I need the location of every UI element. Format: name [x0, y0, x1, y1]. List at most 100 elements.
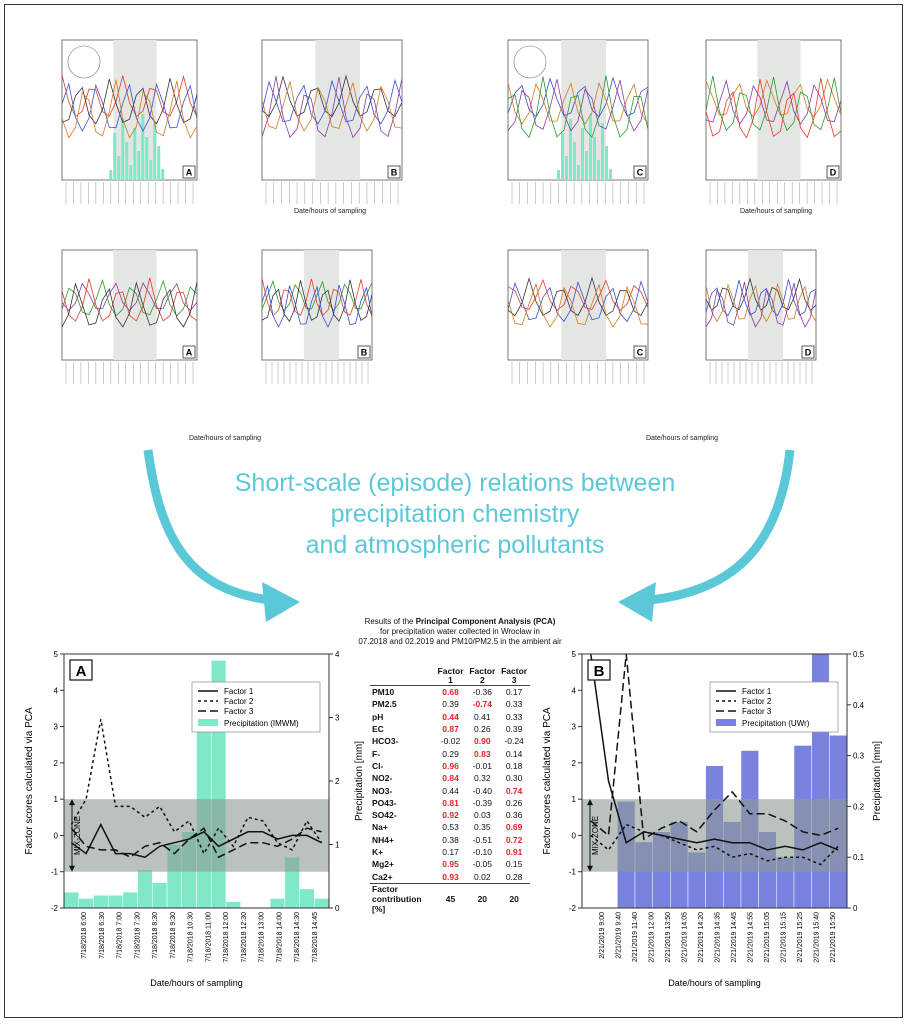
pca-value: 0.32 [474, 773, 491, 784]
mini-series-line [705, 79, 842, 125]
pca-value: 0.74 [505, 785, 523, 796]
x-tick-label: 2/21/2019 9:00 [599, 912, 606, 959]
y2-tick-label: 0.2 [853, 802, 865, 811]
y2-tick-label: 0 [853, 904, 858, 913]
pca-row: pH 0.44 0.41 0.33 [370, 711, 530, 723]
pca-row-label: F- [372, 748, 381, 759]
figure-frame [4, 4, 903, 1018]
y-tick-label: 4 [572, 686, 577, 695]
x-tick-label: 7/18/2018 12:30 [241, 912, 248, 963]
pca-value: 0.53 [442, 822, 459, 833]
mix-zone-arrow-up [69, 799, 75, 806]
pca-row: PO43- 0.81 -0.39 0.26 [370, 797, 530, 809]
pca-row: NH4+ 0.38 -0.51 0.72 [370, 834, 530, 846]
mini-panel-letter: B [361, 348, 368, 358]
mini-bar [157, 146, 161, 180]
pca-header-factor-3: Factor 3 [501, 666, 528, 685]
mini-bar [149, 160, 153, 180]
panel-letter-box [587, 659, 611, 681]
pca-value: 0.93 [442, 871, 459, 882]
x-tick-label: 2/21/2019 15:25 [797, 912, 804, 963]
right-arrow [649, 449, 795, 605]
chart-svg: MIX-ZONE -2 -1 0 1 2 3 4 5 0 1 2 3 4 Factor scores cal… [24, 650, 365, 988]
pca-value: 0.91 [505, 847, 523, 857]
mini-series-line [61, 282, 198, 312]
mini-series-line [61, 281, 198, 328]
pca-table: Factor 1 Factor 2 Factor 3 PM10 0.68 -0.36… [370, 667, 530, 914]
mini-series-line [507, 276, 649, 317]
y-axis-label: Factor scores calculated via PCA [24, 707, 35, 855]
mini-panel-letter: C [637, 348, 644, 358]
mini-panel-letter-box [801, 345, 815, 359]
pca-row: Mg2+ 0.95 -0.05 0.15 [370, 858, 530, 870]
mini-series-line [507, 75, 649, 139]
mini-bar [585, 151, 588, 180]
mini-series-line [705, 281, 817, 328]
left-arrow [143, 449, 271, 605]
legend-entry: Factor 1 [224, 687, 254, 696]
pca-value: 0.26 [474, 724, 491, 735]
mini-series-line [507, 282, 649, 328]
pca-value: 0.15 [505, 859, 523, 870]
pca-row: K+ 0.17 -0.10 0.91 [370, 846, 530, 858]
mini-panel-shade [747, 250, 783, 360]
pca-row: PM2.5 0.39 -0.74 0.33 [370, 698, 530, 710]
mini-bar [137, 151, 141, 180]
headline-line-2: precipitation chemistry [330, 500, 580, 528]
mix-zone-arrow-down [69, 865, 75, 872]
precip-bar [122, 891, 138, 909]
mini-series-line [261, 76, 403, 139]
x-tick-label: 7/18/2018 6:00 [81, 912, 88, 959]
pca-value: 0.44 [442, 711, 459, 722]
mini-series-line [507, 278, 649, 311]
x-tick-label: 2/21/2019 14:20 [698, 912, 705, 963]
precip-bar [269, 898, 286, 909]
pca-row: NO3- 0.44 -0.40 0.74 [370, 784, 530, 796]
x-tick-label: 2/21/2019 14:55 [748, 912, 755, 963]
x-tick-label: 7/18/2018 9:30 [170, 912, 177, 959]
pca-value: -0.02 [440, 736, 461, 747]
mini-series-line [507, 280, 649, 323]
y2-tick-label: 0.5 [853, 650, 865, 659]
legend-entry: Factor 2 [742, 697, 772, 706]
pca-value: 0.36 [505, 810, 523, 821]
pca-value: 0.14 [505, 748, 523, 759]
mini-series-line [61, 277, 198, 322]
pca-row-label: Ca2+ [372, 871, 393, 882]
x-axis-label: Date/hours of sampling [668, 978, 761, 988]
precip-bar [93, 895, 109, 909]
mini-panel-shade [303, 250, 339, 360]
mix-zone-label: MIX-ZONE [73, 816, 82, 855]
mini-series-line [705, 78, 842, 139]
panel-letter: A [76, 663, 87, 680]
pca-row: PM10 0.68 -0.36 0.17 [370, 686, 530, 699]
mini-panel-letter: B [391, 168, 398, 178]
pca-row: Cl- 0.96 -0.01 0.18 [370, 760, 530, 772]
left-arrow-head [262, 582, 300, 622]
mini-bar [129, 165, 133, 180]
mini-series-line [261, 74, 403, 118]
pca-row: Ca2+ 0.93 0.02 0.28 [370, 870, 530, 884]
x-tick-label: 7/18/2018 14:00 [276, 912, 283, 963]
series-line [590, 823, 839, 866]
pca-row-label: PM2.5 [372, 699, 397, 710]
series-line [590, 653, 839, 841]
mini-bar [569, 119, 572, 180]
mini-bar [125, 142, 129, 180]
pca-value: 0.96 [442, 760, 459, 771]
x-tick-label: 7/18/2018 12:00 [223, 912, 230, 963]
pca-value: 0.30 [505, 773, 523, 784]
pca-value: 0.90 [474, 736, 491, 747]
mini-x-caption-4: Date/hours of sampling [646, 435, 718, 442]
panel-letter-box [69, 659, 93, 681]
pca-value: 0.84 [442, 773, 459, 784]
mini-panel-letter: A [186, 168, 193, 178]
x-tick-label: 7/18/2018 7:00 [117, 912, 124, 959]
headline-line-3: and atmospheric pollutants [305, 531, 605, 559]
mini-series-line [61, 74, 198, 118]
y2-axis-label: Precipitation [mm] [354, 741, 365, 821]
mini-x-caption-2: Date/hours of sampling [740, 208, 812, 215]
chart-svg: MIX-ZONE -2 -1 0 1 2 3 4 5 0 0.1 0.2 0.3 0.4 0.5 Factor… [542, 650, 883, 988]
pca-row-label: PO43- [372, 797, 397, 808]
